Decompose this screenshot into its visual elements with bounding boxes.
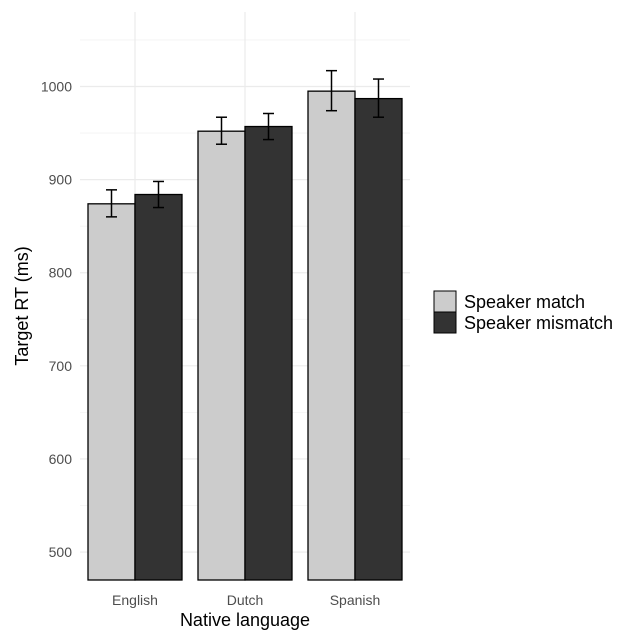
- y-tick-label: 700: [49, 358, 73, 374]
- bar-speaker-match: [87, 203, 136, 581]
- bar-speaker-mismatch: [134, 193, 183, 581]
- x-tick-label: English: [112, 592, 158, 608]
- y-tick-label: 600: [49, 451, 73, 467]
- bar-speaker-match: [197, 130, 246, 581]
- y-tick-label: 500: [49, 544, 73, 560]
- bar-speaker-mismatch: [354, 97, 403, 581]
- legend-label-speaker-mismatch: Speaker mismatch: [464, 313, 613, 333]
- bar-speaker-mismatch: [244, 125, 293, 581]
- errorbars-layer: [106, 69, 384, 218]
- y-tick-label: 800: [49, 265, 73, 281]
- x-axis-title: Native language: [180, 610, 310, 630]
- legend-label-speaker-match: Speaker match: [464, 292, 585, 312]
- y-tick-labels: 500 600 700 800 900 1000: [41, 78, 72, 560]
- y-tick-label: 1000: [41, 78, 72, 94]
- y-axis-title: Target RT (ms): [12, 246, 32, 365]
- legend-swatch-speaker-match: [433, 290, 457, 313]
- bar-speaker-match: [307, 90, 356, 581]
- x-tick-label: Dutch: [227, 592, 264, 608]
- x-tick-label: Spanish: [330, 592, 381, 608]
- bars-layer: [87, 90, 403, 581]
- legend: Speaker match Speaker mismatch: [433, 290, 613, 334]
- y-tick-label: 900: [49, 172, 73, 188]
- legend-swatch-speaker-mismatch: [433, 311, 457, 334]
- x-tick-labels: English Dutch Spanish: [112, 592, 380, 608]
